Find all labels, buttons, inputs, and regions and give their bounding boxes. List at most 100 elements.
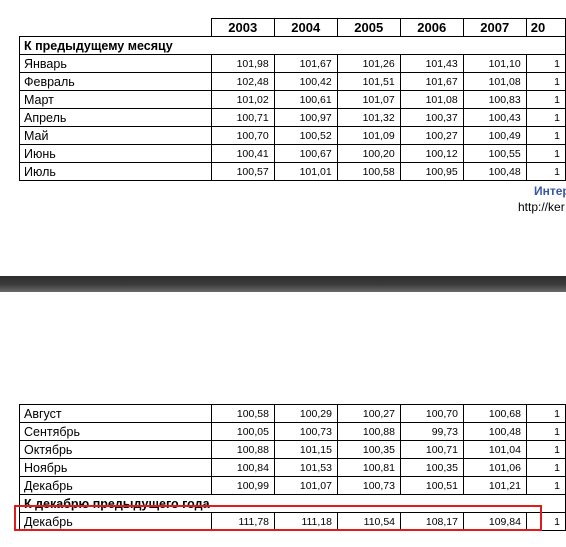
month-label: Март — [19, 90, 212, 109]
document-page-top: 2003 2004 2005 2006 2007 20 К предыдущем… — [19, 18, 566, 214]
year-header: 2006 — [399, 18, 464, 37]
value-cell: 1 — [526, 476, 566, 495]
table-row: Май 100,70 100,52 101,09 100,27 100,49 1 — [19, 126, 566, 145]
value-cell: 110,54 — [337, 512, 401, 531]
table-row: Апрель 100,71 100,97 101,32 100,37 100,43 1 — [19, 108, 566, 127]
section-row-previous-month: К предыдущему месяцу — [19, 36, 566, 55]
value-cell: 101,09 — [336, 126, 401, 145]
value-cell: 1 — [526, 422, 566, 441]
value-cell: 109,84 — [463, 512, 527, 531]
value-cell: 1 — [525, 144, 566, 163]
table-row: Февраль 102,48 100,42 101,51 101,67 101,08 1 — [19, 72, 566, 91]
table-row: Июнь 100,41 100,67 100,20 100,12 100,55 1 — [19, 144, 566, 163]
month-label: Сентябрь — [19, 422, 212, 441]
value-cell: 100,58 — [336, 162, 401, 181]
table-row: Март 101,02 100,61 101,07 101,08 100,83 1 — [19, 90, 566, 109]
table-row: Июль 100,57 101,01 100,58 100,95 100,48 1 — [19, 162, 566, 181]
month-label: Август — [19, 404, 212, 423]
site-link-url[interactable]: http://ker — [518, 200, 565, 214]
section-title: К декабрю предыдущего года — [19, 494, 566, 513]
value-cell: 99,73 — [400, 422, 464, 441]
month-label: Октябрь — [19, 440, 212, 459]
value-cell: 101,43 — [399, 54, 464, 73]
value-cell: 1 — [526, 512, 566, 531]
value-cell: 100,35 — [337, 440, 401, 459]
month-label: Январь — [19, 54, 212, 73]
year-header: 2007 — [462, 18, 527, 37]
value-cell: 100,70 — [210, 126, 275, 145]
value-cell: 101,10 — [462, 54, 527, 73]
value-cell: 101,07 — [336, 90, 401, 109]
value-cell: 100,83 — [462, 90, 527, 109]
value-cell: 101,53 — [274, 458, 338, 477]
value-cell: 100,84 — [211, 458, 275, 477]
value-cell: 101,51 — [336, 72, 401, 91]
value-cell: 111,78 — [211, 512, 275, 531]
year-header: 2003 — [210, 18, 275, 37]
value-cell: 100,71 — [210, 108, 275, 127]
value-cell: 100,48 — [462, 162, 527, 181]
value-cell: 100,51 — [400, 476, 464, 495]
value-cell: 100,88 — [211, 440, 275, 459]
year-header: 20 — [525, 18, 566, 37]
value-cell: 100,81 — [337, 458, 401, 477]
table-row: Сентябрь 100,05 100,73 100,88 99,73 100,48 1 — [19, 422, 566, 441]
value-cell: 100,55 — [462, 144, 527, 163]
table-row: Август 100,58 100,29 100,27 100,70 100,68 1 — [19, 404, 566, 423]
month-label: Декабрь — [19, 476, 212, 495]
cpi-table-bottom: Август 100,58 100,29 100,27 100,70 100,68 1 Сен… — [19, 404, 566, 531]
value-cell: 100,57 — [210, 162, 275, 181]
value-cell: 1 — [525, 126, 566, 145]
value-cell: 101,98 — [210, 54, 275, 73]
value-cell: 100,35 — [400, 458, 464, 477]
table-row: Декабрь 100,99 101,07 100,73 100,51 101,21 1 — [19, 476, 566, 495]
section-title: К предыдущему месяцу — [19, 36, 566, 55]
value-cell: 1 — [526, 404, 566, 423]
value-cell: 101,02 — [210, 90, 275, 109]
value-cell: 108,17 — [400, 512, 464, 531]
value-cell: 1 — [525, 72, 566, 91]
month-label: Июль — [19, 162, 212, 181]
value-cell: 101,15 — [274, 440, 338, 459]
value-cell: 1 — [525, 54, 566, 73]
cpi-table-top: 2003 2004 2005 2006 2007 20 К предыдущем… — [19, 18, 566, 181]
value-cell: 100,05 — [211, 422, 275, 441]
month-label: Февраль — [19, 72, 212, 91]
value-cell: 100,68 — [463, 404, 527, 423]
table-row: Ноябрь 100,84 101,53 100,81 100,35 101,06 1 — [19, 458, 566, 477]
value-cell: 100,49 — [462, 126, 527, 145]
value-cell: 100,29 — [274, 404, 338, 423]
value-cell: 1 — [525, 90, 566, 109]
year-header: 2005 — [336, 18, 401, 37]
value-cell: 100,43 — [462, 108, 527, 127]
value-cell: 101,67 — [399, 72, 464, 91]
value-cell: 100,61 — [273, 90, 338, 109]
month-label: Май — [19, 126, 212, 145]
value-cell: 101,07 — [274, 476, 338, 495]
value-cell: 100,48 — [463, 422, 527, 441]
value-cell: 100,70 — [400, 404, 464, 423]
value-cell: 101,21 — [463, 476, 527, 495]
value-cell: 101,67 — [273, 54, 338, 73]
value-cell: 100,88 — [337, 422, 401, 441]
year-header: 2004 — [273, 18, 338, 37]
month-label: Июнь — [19, 144, 212, 163]
month-label: Декабрь — [19, 512, 212, 531]
table-row: Октябрь 100,88 101,15 100,35 100,71 101,04 1 — [19, 440, 566, 459]
month-label: Ноябрь — [19, 458, 212, 477]
value-cell: 101,08 — [399, 90, 464, 109]
value-cell: 100,52 — [273, 126, 338, 145]
value-cell: 100,37 — [399, 108, 464, 127]
site-link-title[interactable]: Интер — [534, 184, 566, 198]
page-separator — [0, 276, 566, 292]
value-cell: 100,97 — [273, 108, 338, 127]
value-cell: 100,95 — [399, 162, 464, 181]
section-row-december-previous-year: К декабрю предыдущего года — [19, 494, 566, 513]
table-row-december-highlighted: Декабрь 111,78 111,18 110,54 108,17 109,84 1 — [19, 512, 566, 531]
value-cell: 100,27 — [337, 404, 401, 423]
corner-cell — [19, 18, 212, 37]
document-page-bottom: Август 100,58 100,29 100,27 100,70 100,68 1 Сен… — [0, 292, 566, 547]
value-cell: 101,06 — [463, 458, 527, 477]
value-cell: 111,18 — [274, 512, 338, 531]
value-cell: 100,73 — [274, 422, 338, 441]
